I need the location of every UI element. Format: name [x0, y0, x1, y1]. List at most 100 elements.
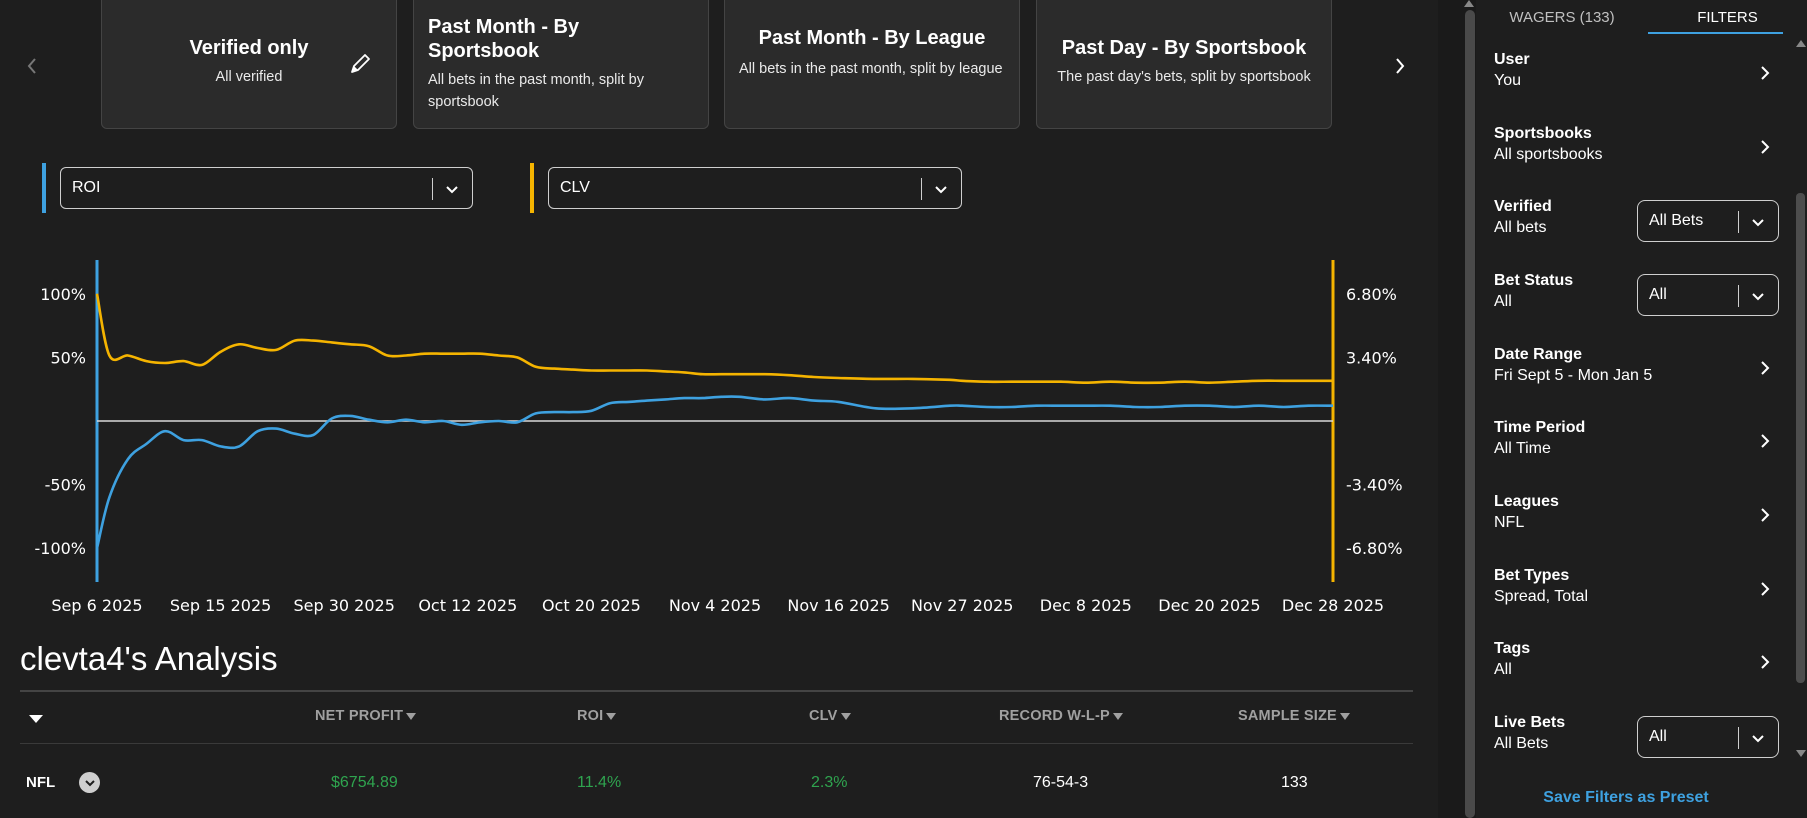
clv-series-color-bar: [530, 163, 534, 213]
right-axis-tick-label: -6.80%: [1346, 539, 1403, 558]
main-panel: Verified only All verified Past Month - …: [18, 0, 1414, 793]
filters-sidebar: WAGERS (133) FILTERS User You Sportsbooks A…: [1476, 0, 1807, 818]
left-axis-tick-label: -100%: [34, 539, 86, 558]
left-metric-select[interactable]: ROI: [60, 167, 473, 209]
cell-clv: 2.3%: [811, 774, 848, 791]
filter-value: All: [1494, 293, 1512, 310]
x-axis-tick-label: Nov 16 2025: [787, 596, 889, 615]
scroll-down-icon[interactable]: [1796, 750, 1806, 757]
cell-record: 76-54-3: [1033, 774, 1089, 791]
x-axis-tick-label: Nov 4 2025: [669, 596, 761, 615]
main-scrollbar-thumb[interactable]: [1465, 10, 1475, 818]
x-axis-tick-label: Oct 20 2025: [542, 596, 641, 615]
filter-label: Live Bets: [1494, 714, 1566, 731]
tab-wagers[interactable]: WAGERS (133): [1509, 8, 1615, 26]
expand-row-button[interactable]: [79, 772, 100, 793]
left-metric-value: ROI: [72, 179, 101, 196]
chevron-left-icon: [27, 58, 36, 74]
filter-label: Bet Status: [1494, 272, 1574, 289]
chevron-right-icon: [1761, 434, 1770, 448]
select-divider: [921, 178, 922, 200]
preset-card-past-month-league[interactable]: Past Month - By League All bets in the p…: [724, 0, 1020, 129]
cell-roi: 11.4%: [577, 774, 622, 791]
filter-tags[interactable]: Tags All: [1494, 639, 1779, 699]
preset-title: Past Day - By Sportsbook: [1061, 37, 1307, 59]
filter-select-verified[interactable]: All Bets: [1637, 200, 1779, 242]
preset-description: All bets in the past month, split by spo…: [428, 72, 644, 110]
filter-leagues[interactable]: Leagues NFL: [1494, 492, 1779, 552]
x-axis-tick-label: Dec 20 2025: [1158, 596, 1260, 615]
chevron-down-icon: [446, 186, 458, 194]
column-header-clv[interactable]: CLV: [809, 708, 851, 724]
scroll-up-icon[interactable]: [1464, 0, 1474, 7]
filter-value: Spread, Total: [1494, 588, 1588, 605]
filter-bet-types[interactable]: Bet Types Spread, Total: [1494, 566, 1779, 626]
scroll-up-icon[interactable]: [1796, 40, 1806, 47]
caret-down-icon: [406, 712, 417, 720]
x-axis-tick-label: Dec 28 2025: [1282, 596, 1384, 615]
chevron-down-icon: [1752, 735, 1764, 743]
x-axis-tick-label: Nov 27 2025: [911, 596, 1013, 615]
filter-value: All Time: [1494, 440, 1551, 457]
chevron-right-icon: [1761, 361, 1770, 375]
select-value: All Bets: [1649, 212, 1704, 229]
filter-verified[interactable]: Verified All bets All Bets: [1494, 197, 1779, 257]
chevron-down-icon: [84, 779, 95, 786]
filter-value: Fri Sept 5 - Mon Jan 5: [1494, 367, 1653, 384]
column-header-record[interactable]: RECORD W-L-P: [999, 708, 1123, 724]
filter-time-period[interactable]: Time Period All Time: [1494, 418, 1779, 478]
column-header-sample-size[interactable]: SAMPLE SIZE: [1238, 708, 1350, 724]
preset-title: Past Month - By Sportsbook: [428, 16, 580, 62]
column-header-net-profit[interactable]: NET PROFIT: [315, 708, 417, 724]
preset-title: Past Month - By League: [758, 27, 986, 49]
column-header-roi[interactable]: ROI: [577, 708, 617, 724]
right-axis-tick-label: 6.80%: [1346, 285, 1397, 304]
sort-toggle-icon[interactable]: [29, 715, 43, 723]
tab-filters[interactable]: FILTERS: [1697, 8, 1758, 26]
chevron-right-icon: [1761, 66, 1770, 80]
pencil-icon[interactable]: [348, 52, 372, 76]
filter-label: Leagues: [1494, 493, 1559, 510]
chevron-right-icon: [1396, 58, 1405, 74]
preset-card-verified-only[interactable]: Verified only All verified: [101, 0, 397, 129]
x-axis-tick-label: Dec 8 2025: [1040, 596, 1132, 615]
filter-bet-status[interactable]: Bet Status All All: [1494, 271, 1779, 331]
filter-label: User: [1494, 51, 1530, 68]
left-axis-tick-label: 50%: [50, 348, 86, 367]
active-tab-indicator: [1648, 32, 1783, 34]
save-filters-preset-button[interactable]: Save Filters as Preset: [1543, 789, 1709, 806]
filter-value: All sportsbooks: [1494, 146, 1603, 163]
filter-label: Sportsbooks: [1494, 125, 1592, 142]
roi-clv-line-chart: 100% 50% -50% -100% 6.80% 3.40% -3.40% -6.80% Se…: [34, 260, 1403, 615]
preset-card-past-month-sportsbook[interactable]: Past Month - By Sportsbook All bets in t…: [413, 0, 709, 129]
filter-sportsbooks[interactable]: Sportsbooks All sportsbooks: [1494, 124, 1779, 184]
x-axis-tick-label: Sep 6 2025: [51, 596, 142, 615]
caret-down-icon: [1112, 712, 1123, 720]
filter-value: NFL: [1494, 514, 1525, 531]
filter-label: Verified: [1494, 198, 1552, 215]
filter-select-live-bets[interactable]: All: [1637, 716, 1779, 758]
preset-description: All verified: [215, 69, 283, 85]
carousel-prev-button[interactable]: [18, 52, 46, 80]
cell-sample-size: 133: [1281, 774, 1308, 791]
sidebar-scrollbar-thumb[interactable]: [1796, 193, 1805, 683]
cell-net-profit: $6754.89: [331, 774, 398, 791]
analysis-title: clevta4's Analysis: [20, 640, 278, 677]
panel-gutter: [1438, 0, 1462, 818]
caret-down-icon: [606, 712, 617, 720]
x-axis-tick-label: Sep 15 2025: [170, 596, 271, 615]
select-value: All: [1649, 286, 1667, 303]
x-axis-tick-label: Sep 30 2025: [293, 596, 394, 615]
preset-card-past-day-sportsbook[interactable]: Past Day - By Sportsbook The past day's …: [1036, 0, 1332, 129]
caret-down-icon: [1339, 712, 1350, 720]
filter-label: Time Period: [1494, 419, 1586, 436]
right-metric-select[interactable]: CLV: [548, 167, 962, 209]
filter-user[interactable]: User You: [1494, 50, 1779, 110]
filter-select-bet-status[interactable]: All: [1637, 274, 1779, 316]
carousel-next-button[interactable]: [1386, 52, 1414, 80]
analysis-divider: [20, 690, 1413, 692]
filter-date-range[interactable]: Date Range Fri Sept 5 - Mon Jan 5: [1494, 345, 1779, 405]
table-header-divider: [20, 743, 1413, 744]
filter-live-bets[interactable]: Live Bets All Bets All: [1494, 713, 1779, 773]
row-group-label: NFL: [26, 774, 56, 791]
